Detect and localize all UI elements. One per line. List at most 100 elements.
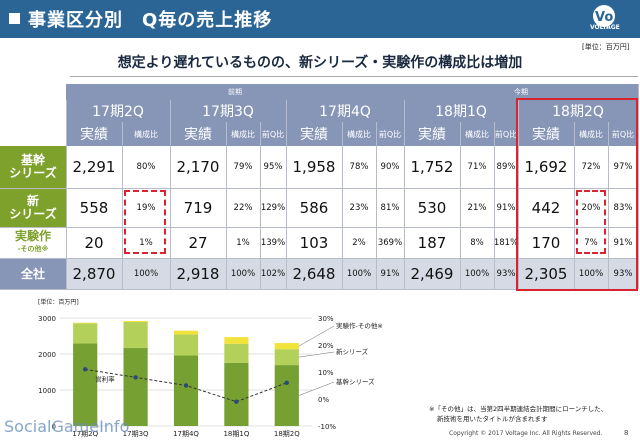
y-tick-label: 2000 [38, 351, 56, 359]
table-grid-line [494, 122, 495, 289]
row-label-line: 新 [26, 193, 39, 208]
cell-share: 79% [226, 146, 260, 188]
table-grid-line [0, 188, 638, 189]
col-actual-header: 実績 [286, 122, 342, 146]
y2-tick-label: 10% [318, 369, 334, 377]
cell-share: 72% [574, 146, 608, 188]
bar-segment [123, 321, 148, 348]
cell-qoq: 369% [376, 227, 404, 258]
chart-unit-label: [単位：百万円] [38, 299, 79, 306]
page-title: 事業区分別 Q毎の売上推移 [28, 10, 273, 31]
group-header-curr: 今期 [404, 84, 638, 100]
cell-qoq: 91% [494, 188, 518, 227]
col-share-header: 構成比 [122, 122, 170, 146]
col-actual-header: 実績 [404, 122, 460, 146]
cell-actual: 442 [518, 188, 574, 227]
col-share-header: 構成比 [226, 122, 260, 146]
row-label: 基幹 シリーズ [0, 146, 66, 188]
cell-qoq: 129% [260, 188, 286, 227]
cell-actual: 719 [170, 188, 226, 227]
cell-share: 8% [460, 227, 494, 258]
col-qoq-header: 前Q比 [260, 122, 286, 146]
cell-qoq: 91% [376, 258, 404, 289]
footnote-line-2: 新技術を用いたタイトルが含まれます [437, 415, 548, 423]
cell-share: 100% [460, 258, 494, 289]
copyright: Copyright © 2017 Voltage Inc. All Rights… [449, 430, 603, 437]
legend-leader [298, 351, 335, 358]
cell-actual: 558 [66, 188, 122, 227]
subtitle: 想定より遅れているものの、新シリーズ・実験作の構成比は増加 [117, 55, 523, 71]
table-grid-line [404, 100, 405, 289]
subtitle-underline [70, 76, 638, 77]
margin-point [133, 375, 138, 380]
bar-segment [224, 343, 249, 363]
unit-label: [単位：百万円] [582, 43, 630, 51]
cell-qoq: 89% [494, 146, 518, 188]
cell-share: 78% [342, 146, 376, 188]
cell-qoq: 93% [494, 258, 518, 289]
y-tick-label: 3000 [38, 315, 56, 323]
y2-tick-label: 0% [318, 396, 329, 404]
x-tick-label: 18期1Q [223, 430, 249, 438]
margin-point [234, 399, 239, 404]
table-grid-line [122, 122, 123, 289]
margin-point [83, 367, 88, 372]
col-actual-header: 実績 [170, 122, 226, 146]
row-label-line: シリーズ [9, 206, 57, 221]
table-grid-line [574, 122, 575, 289]
period-header: 18期1Q [404, 100, 518, 122]
bar-segment [173, 334, 199, 356]
cell-share: 19% [122, 188, 170, 227]
bar-segment [224, 337, 249, 344]
bar-segment [123, 347, 148, 426]
table-grid-line [0, 258, 638, 259]
cell-actual: 586 [286, 188, 342, 227]
cell-actual: 1,692 [518, 146, 574, 188]
logo-text: VOLTAGE [590, 24, 620, 31]
highlight-dashed-box [576, 190, 606, 254]
col-share-header: 構成比 [574, 122, 608, 146]
cell-share: 22% [226, 188, 260, 227]
legend-label: 新シリーズ [336, 347, 369, 356]
y-tick-label: 0 [52, 423, 56, 431]
cell-share: 100% [574, 258, 608, 289]
cell-actual: 2,870 [66, 258, 122, 289]
row-label-line: シリーズ [9, 166, 57, 180]
cell-actual: 187 [404, 227, 460, 258]
row-label: 実験作 -その他※ [0, 227, 66, 258]
cell-actual: 2,305 [518, 258, 574, 289]
x-tick-label: 17期3Q [123, 430, 149, 438]
cell-actual: 1,958 [286, 146, 342, 188]
cell-actual: 2,170 [170, 146, 226, 188]
bar-segment [173, 355, 199, 426]
cell-actual: 2,648 [286, 258, 342, 289]
col-qoq-header: 前Q比 [376, 122, 404, 146]
legend-label: 実験作-その他※ [336, 321, 383, 330]
table-grid-line [342, 122, 343, 289]
table-grid-line [608, 122, 609, 289]
bar-segment [73, 322, 98, 324]
period-header: 18期2Q [518, 100, 638, 122]
line-series-label: 営利率 [95, 374, 115, 383]
cell-qoq: 91% [608, 227, 638, 258]
y2-tick-label: 30% [318, 315, 334, 323]
cell-share: 20% [574, 188, 608, 227]
cell-actual: 20 [66, 227, 122, 258]
cell-qoq: 181% [494, 227, 518, 258]
table-grid-line [518, 100, 519, 289]
page-number: 8 [624, 429, 629, 437]
cell-share: 100% [122, 258, 170, 289]
cell-qoq: 102% [260, 258, 286, 289]
cell-actual: 2,291 [66, 146, 122, 188]
cell-share: 80% [122, 146, 170, 188]
bar-segment [274, 365, 299, 426]
margin-point [284, 380, 289, 385]
legend-leader [298, 381, 335, 396]
table-grid-line [0, 227, 638, 228]
cell-actual: 170 [518, 227, 574, 258]
cell-qoq: 95% [260, 146, 286, 188]
cell-actual: 2,918 [170, 258, 226, 289]
x-tick-label: 17期2Q [72, 430, 98, 438]
period-header: 17期2Q [66, 100, 170, 122]
period-header: 17期3Q [170, 100, 286, 122]
